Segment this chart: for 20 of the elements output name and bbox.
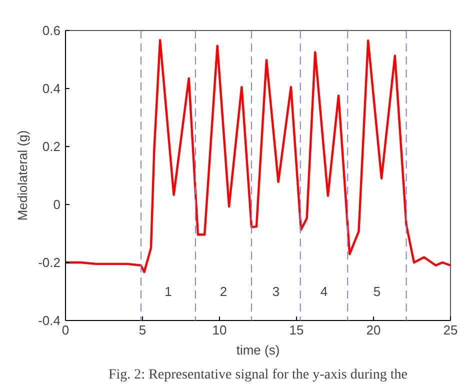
annotation: 1 [164,284,172,299]
annotation: 2 [220,284,228,299]
y-tick-label: 0.2 [42,139,61,154]
caption: Fig. 2: Representative signal for the y-axis during the [108,368,408,382]
y-axis-title: Mediolateral (g) [15,130,30,221]
y-tick-label: -0.4 [38,313,61,328]
line-series [66,38,450,274]
y-tick-label: -0.2 [38,255,61,270]
x-axis-title: time (s) [236,342,280,358]
x-tick-label: 5 [138,322,146,338]
annotation: 5 [373,284,381,299]
y-tick-label: 0.6 [42,23,61,38]
x-tick-label: 10 [212,322,227,338]
y-tick-label: 0.4 [42,81,61,96]
annotation: 4 [320,284,328,299]
x-tick-label: 25 [443,322,458,338]
x-tick-label: 20 [366,322,381,338]
x-tick-label: 15 [289,322,304,338]
y-tick-label: 0 [53,197,61,212]
annotation: 3 [272,284,280,299]
